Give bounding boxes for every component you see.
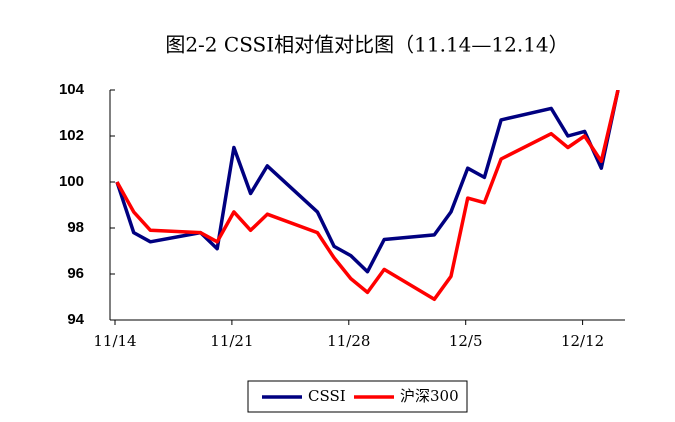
series-line (115, 90, 620, 302)
legend-label: CSSI (308, 387, 346, 405)
x-tick-label: 12/12 (561, 332, 604, 350)
y-tick-label: 104 (59, 81, 85, 98)
legend-label: 沪深300 (400, 387, 459, 405)
x-tick-label: 11/14 (93, 332, 136, 350)
series-line (115, 90, 620, 274)
y-tick-label: 102 (59, 127, 84, 144)
y-tick-label: 96 (67, 265, 84, 282)
y-tick-label: 98 (67, 219, 84, 236)
x-tick-label: 12/5 (449, 332, 483, 350)
x-tick-label: 11/28 (327, 332, 370, 350)
y-tick-label: 100 (59, 173, 84, 190)
y-tick-label: 94 (67, 311, 84, 328)
x-tick-label: 11/21 (210, 332, 253, 350)
chart-title: 图2-2 CSSI相对值对比图（11.14—12.14） (165, 33, 568, 57)
